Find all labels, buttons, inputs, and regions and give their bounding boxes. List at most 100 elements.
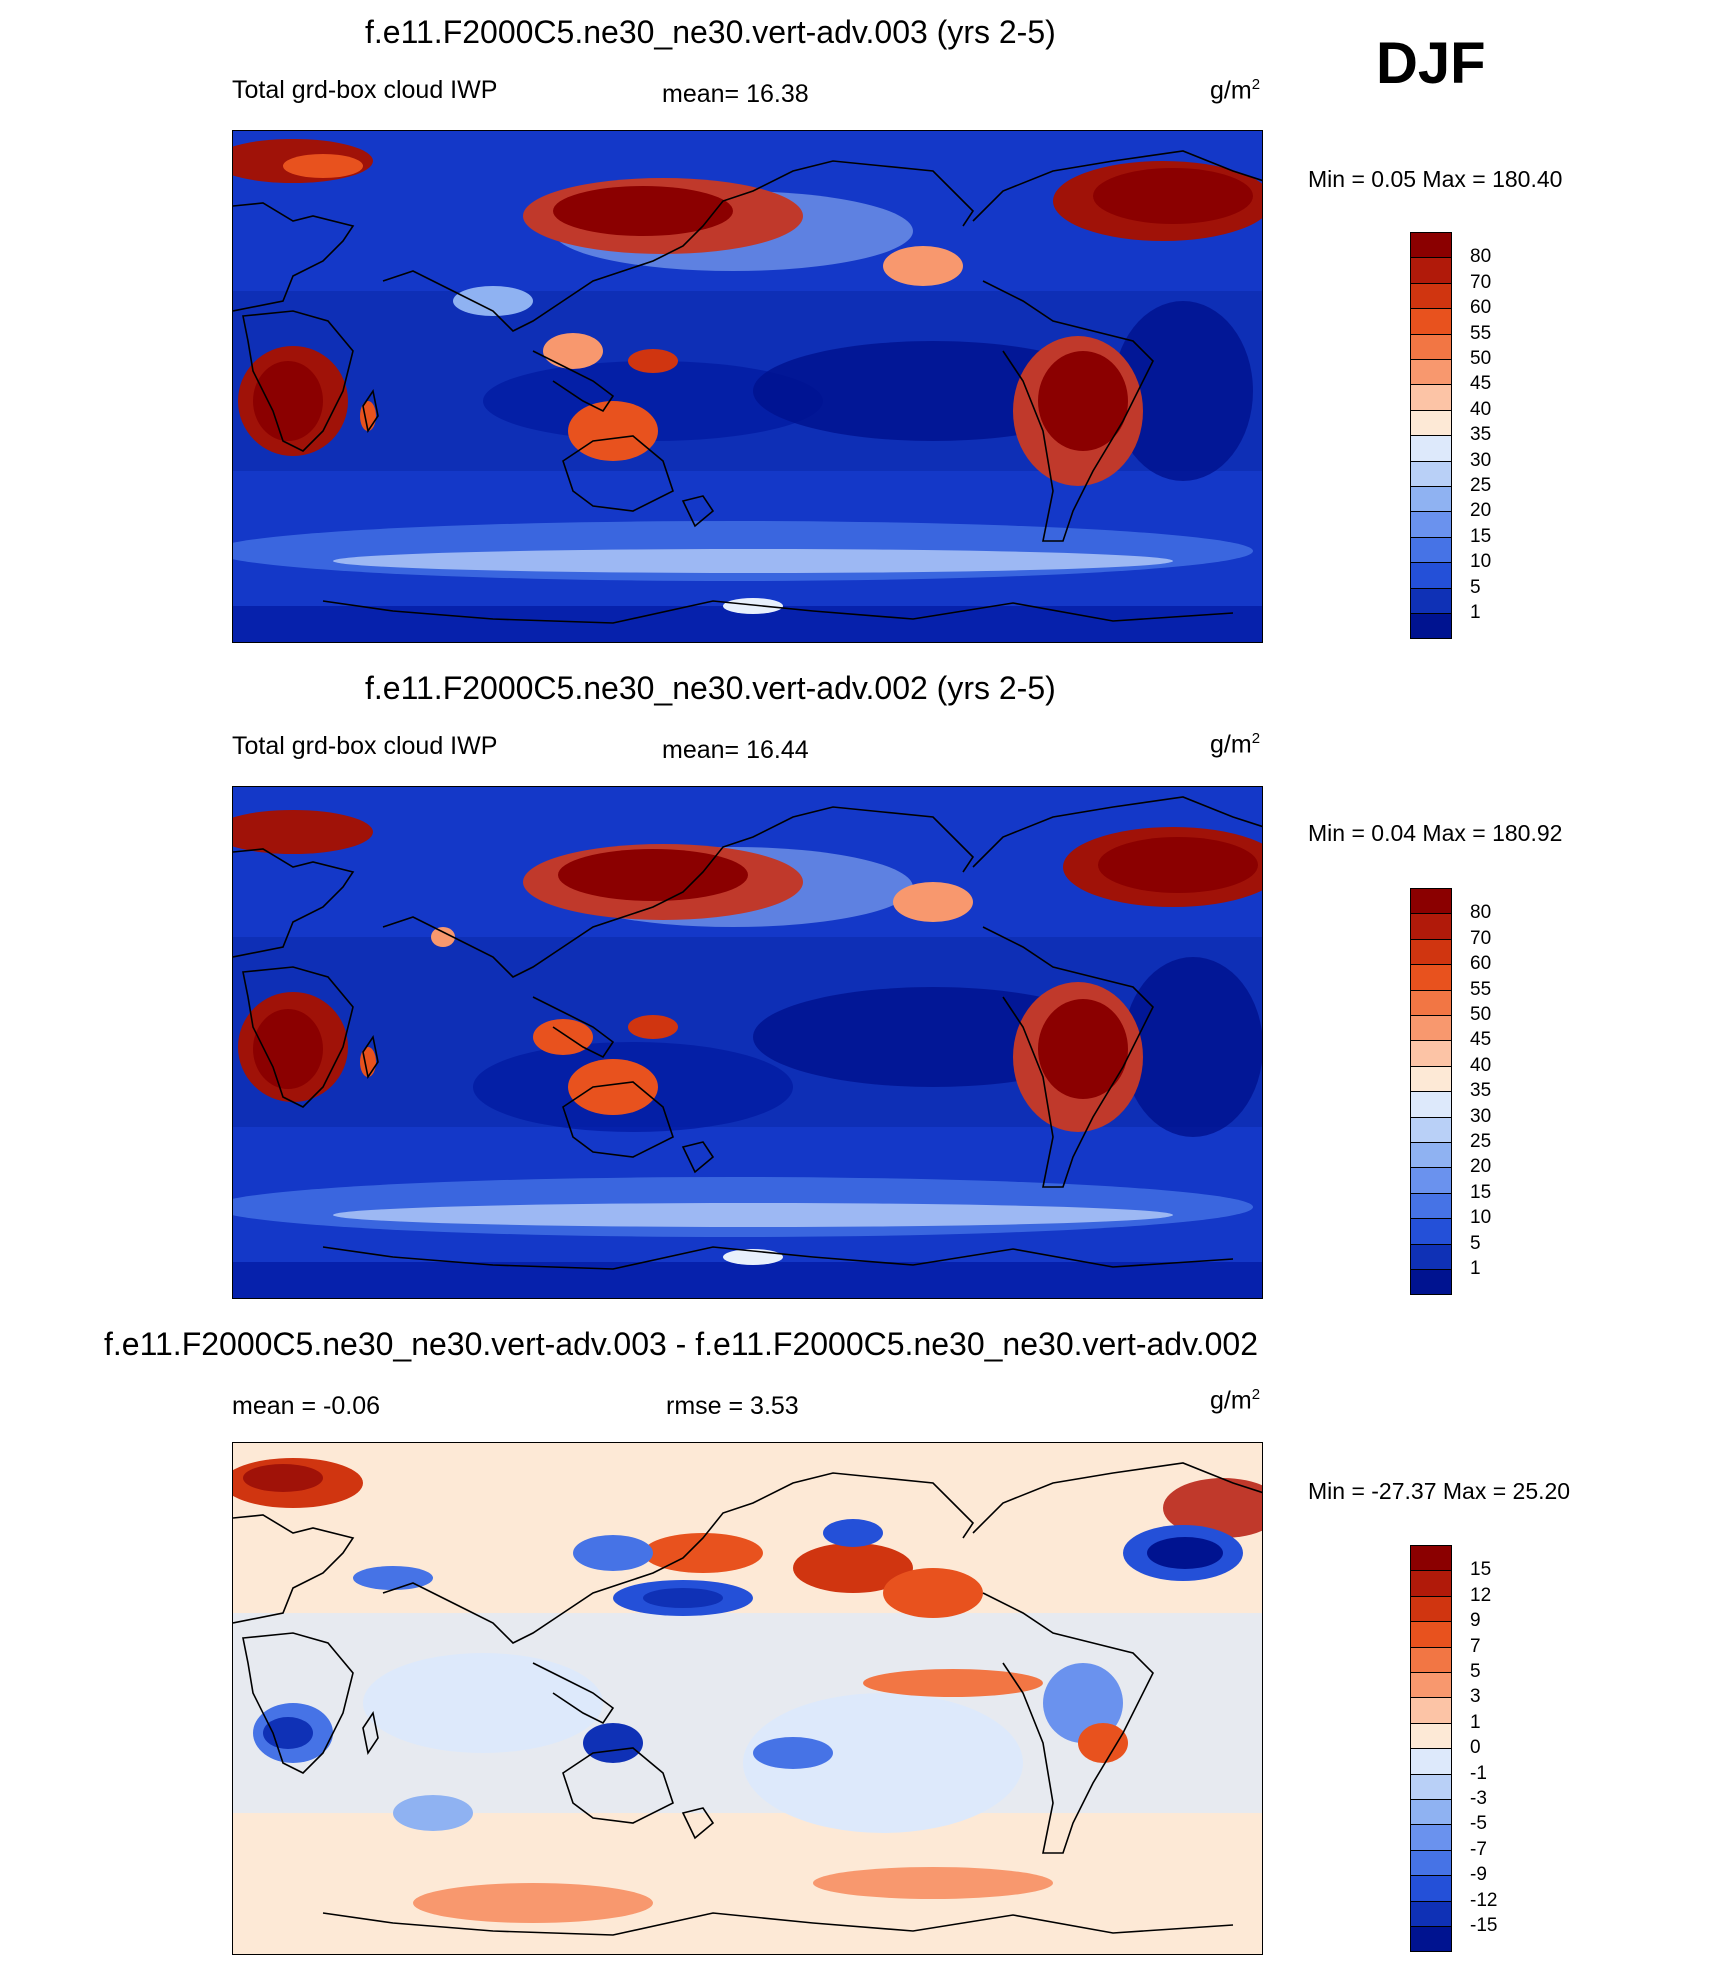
panel-diff-colorbar xyxy=(1410,1545,1452,1953)
colorbar-swatch xyxy=(1410,613,1452,640)
colorbar-tick-label: 70 xyxy=(1470,271,1492,293)
colorbar-swatch xyxy=(1410,1015,1452,1042)
colorbar-swatch xyxy=(1410,232,1452,259)
colorbar-swatch xyxy=(1410,1545,1452,1572)
colorbar-tick-label: 35 xyxy=(1470,1080,1492,1102)
colorbar-swatch xyxy=(1410,1900,1452,1927)
panel-top-variable: Total grd-box cloud IWP xyxy=(232,76,498,104)
colorbar-swatch xyxy=(1410,536,1452,564)
colorbar-tick-label: 1 xyxy=(1470,1711,1481,1733)
panel-middle-colorbar xyxy=(1410,888,1452,1296)
colorbar-tick-label: 0 xyxy=(1470,1737,1481,1759)
colorbar-swatch xyxy=(1410,1621,1452,1648)
panel-middle-minmax: Min = 0.04 Max = 180.92 xyxy=(1308,820,1563,846)
colorbar-tick-label: 12 xyxy=(1470,1584,1492,1606)
panel-middle-units: g/m2 xyxy=(1210,730,1261,759)
colorbar-tick-label: 80 xyxy=(1470,902,1492,924)
colorbar-tick-label: 55 xyxy=(1470,322,1492,344)
colorbar-tick-label: 45 xyxy=(1470,373,1492,395)
colorbar-swatch xyxy=(1410,435,1452,462)
colorbar-tick-label: -15 xyxy=(1470,1915,1498,1936)
colorbar-swatch xyxy=(1410,1142,1452,1169)
colorbar-swatch xyxy=(1410,1065,1452,1093)
colorbar-tick-label: 50 xyxy=(1470,348,1492,369)
panel-middle-mean: mean= 16.44 xyxy=(662,736,809,764)
colorbar-swatch xyxy=(1410,1091,1452,1118)
colorbar-swatch xyxy=(1410,1672,1452,1699)
colorbar-swatch xyxy=(1410,282,1452,310)
colorbar-tick-label: 45 xyxy=(1470,1029,1492,1051)
colorbar-tick-label: 55 xyxy=(1470,978,1492,1000)
colorbar-tick-label: 15 xyxy=(1470,1181,1492,1203)
panel-top-colorbar xyxy=(1410,232,1452,640)
panel-top-mean: mean= 16.38 xyxy=(662,80,809,108)
panel-diff-rmse: rmse = 3.53 xyxy=(666,1392,799,1420)
colorbar-tick-label: 40 xyxy=(1470,1054,1492,1076)
colorbar-swatch xyxy=(1410,1849,1452,1877)
colorbar-tick-label: 5 xyxy=(1470,1232,1481,1254)
panel-middle-map xyxy=(232,786,1263,1299)
colorbar-tick-label: 25 xyxy=(1470,475,1492,496)
colorbar-tick-label: 15 xyxy=(1470,525,1492,547)
panel-top-units: g/m2 xyxy=(1210,76,1261,105)
colorbar-tick-label: -9 xyxy=(1470,1864,1487,1886)
colorbar-swatch xyxy=(1410,1875,1452,1902)
colorbar-swatch xyxy=(1410,938,1452,966)
colorbar-swatch xyxy=(1410,1748,1452,1775)
colorbar-swatch xyxy=(1410,1269,1452,1296)
colorbar-swatch xyxy=(1410,1192,1452,1220)
colorbar-swatch xyxy=(1410,384,1452,411)
colorbar-tick-label: 35 xyxy=(1470,424,1492,446)
panel-top-minmax: Min = 0.05 Max = 180.40 xyxy=(1308,166,1563,192)
colorbar-tick-label: 30 xyxy=(1470,1105,1492,1127)
colorbar-swatch xyxy=(1410,359,1452,386)
panel-diff-mean: mean = -0.06 xyxy=(232,1392,381,1420)
colorbar-swatch xyxy=(1410,1595,1452,1623)
colorbar-tick-label: 25 xyxy=(1470,1131,1492,1152)
colorbar-swatch xyxy=(1410,1218,1452,1245)
colorbar-tick-label: 60 xyxy=(1470,297,1492,319)
colorbar-tick-label: 30 xyxy=(1470,449,1492,471)
colorbar-tick-label: 20 xyxy=(1470,500,1492,522)
colorbar-tick-label: -5 xyxy=(1470,1813,1487,1835)
panel-diff-title: f.e11.F2000C5.ne30_ne30.vert-adv.003 - f… xyxy=(104,1326,1258,1362)
colorbar-swatch xyxy=(1410,1722,1452,1750)
colorbar-swatch xyxy=(1410,1799,1452,1826)
colorbar-tick-label: 5 xyxy=(1470,576,1481,598)
colorbar-swatch xyxy=(1410,587,1452,614)
colorbar-tick-label: 50 xyxy=(1470,1004,1492,1025)
colorbar-tick-label: 3 xyxy=(1470,1686,1481,1708)
panel-diff-minmax: Min = -27.37 Max = 25.20 xyxy=(1308,1478,1571,1504)
colorbar-tick-label: 1 xyxy=(1470,1258,1481,1279)
colorbar-swatch xyxy=(1410,1570,1452,1597)
colorbar-tick-label: 1 xyxy=(1470,602,1481,623)
colorbar-swatch xyxy=(1410,1167,1452,1194)
colorbar-swatch xyxy=(1410,1040,1452,1067)
colorbar-tick-label: 5 xyxy=(1470,1661,1481,1682)
colorbar-swatch xyxy=(1410,1243,1452,1270)
colorbar-swatch xyxy=(1410,308,1452,335)
colorbar-swatch xyxy=(1410,1926,1452,1953)
colorbar-swatch xyxy=(1410,989,1452,1016)
colorbar-swatch xyxy=(1410,562,1452,589)
panel-top-map xyxy=(232,130,1263,643)
colorbar-swatch xyxy=(1410,1116,1452,1143)
colorbar-tick-label: 10 xyxy=(1470,551,1492,573)
colorbar-swatch xyxy=(1410,1773,1452,1800)
colorbar-swatch xyxy=(1410,1646,1452,1673)
colorbar-swatch xyxy=(1410,409,1452,437)
season-label: DJF xyxy=(1376,31,1486,96)
colorbar-tick-label: 40 xyxy=(1470,398,1492,420)
colorbar-tick-label: -3 xyxy=(1470,1788,1487,1809)
colorbar-tick-label: 10 xyxy=(1470,1207,1492,1229)
panel-diff-map xyxy=(232,1442,1263,1955)
colorbar-swatch xyxy=(1410,486,1452,513)
panel-middle-variable: Total grd-box cloud IWP xyxy=(232,732,498,760)
colorbar-tick-label: 20 xyxy=(1470,1156,1492,1178)
colorbar-swatch xyxy=(1410,1697,1452,1724)
colorbar-swatch xyxy=(1410,913,1452,940)
colorbar-tick-label: -1 xyxy=(1470,1762,1487,1784)
colorbar-tick-label: 80 xyxy=(1470,246,1492,268)
panel-middle-title: f.e11.F2000C5.ne30_ne30.vert-adv.002 (yr… xyxy=(365,670,1056,706)
colorbar-tick-label: -7 xyxy=(1470,1838,1487,1860)
